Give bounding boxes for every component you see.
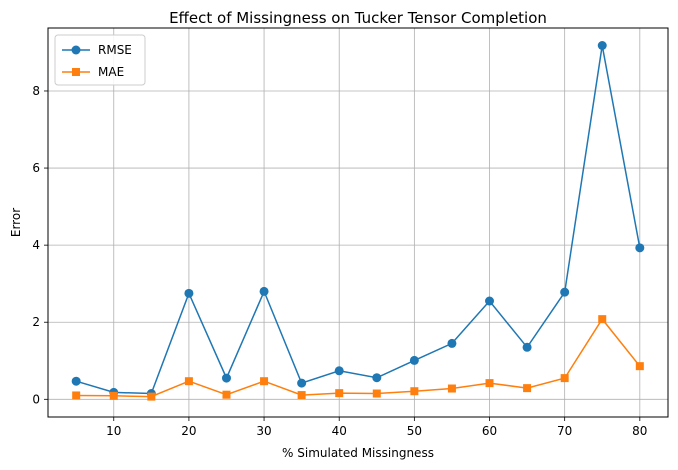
data-point-mae xyxy=(297,391,306,400)
data-point-mae xyxy=(410,387,419,396)
data-point-mae xyxy=(222,390,231,399)
data-point-rmse xyxy=(259,286,269,296)
data-point-rmse xyxy=(560,287,570,297)
y-tick-label: 6 xyxy=(32,161,40,175)
data-point-rmse xyxy=(447,338,457,348)
grid xyxy=(48,28,668,417)
data-point-rmse xyxy=(297,378,307,388)
y-tick-label: 4 xyxy=(32,238,40,252)
data-point-rmse xyxy=(334,366,344,376)
y-tick-label: 8 xyxy=(32,84,40,98)
data-point-mae xyxy=(523,384,532,393)
y-tick-label: 2 xyxy=(32,315,40,329)
series-line-mae xyxy=(76,317,641,398)
series-line-rmse xyxy=(75,45,641,395)
legend-marker-rmse xyxy=(71,45,81,55)
legend-label-mae: MAE xyxy=(98,65,124,79)
data-point-mae xyxy=(560,374,569,383)
x-tick-label: 80 xyxy=(632,424,647,438)
data-point-mae xyxy=(335,389,344,398)
legend: RMSE MAE xyxy=(54,34,146,86)
series-mae xyxy=(72,315,644,401)
data-point-mae xyxy=(109,391,118,400)
data-point-rmse xyxy=(409,355,419,365)
chart-title: Effect of Missingness on Tucker Tensor C… xyxy=(169,9,547,27)
data-point-mae xyxy=(72,391,81,400)
data-point-rmse xyxy=(635,243,645,253)
plot-frame xyxy=(47,27,669,418)
legend-marker-mae xyxy=(72,68,80,76)
data-point-rmse xyxy=(485,296,495,306)
series-rmse xyxy=(71,40,645,399)
data-point-rmse xyxy=(184,288,194,298)
x-axis-ticks: 10 20 30 40 50 60 70 80 xyxy=(106,417,647,438)
y-axis-ticks: 0 2 4 6 8 xyxy=(32,84,48,406)
x-axis-label: % Simulated Missingness xyxy=(282,446,434,460)
x-tick-label: 10 xyxy=(106,424,121,438)
data-point-mae xyxy=(598,315,607,324)
x-tick-label: 70 xyxy=(557,424,572,438)
data-point-rmse xyxy=(597,40,607,50)
x-tick-label: 20 xyxy=(181,424,196,438)
x-tick-label: 50 xyxy=(407,424,422,438)
data-point-rmse xyxy=(372,373,382,383)
data-point-mae xyxy=(372,389,381,398)
x-tick-label: 40 xyxy=(332,424,347,438)
data-point-mae xyxy=(260,377,269,386)
data-point-rmse xyxy=(221,373,231,383)
data-point-mae xyxy=(635,362,644,371)
data-point-mae xyxy=(184,377,193,386)
data-point-mae xyxy=(485,379,494,388)
data-point-rmse xyxy=(71,376,81,386)
series-layer xyxy=(71,40,645,401)
y-axis-label: Error xyxy=(9,208,23,237)
y-tick-label: 0 xyxy=(32,392,40,406)
x-tick-label: 30 xyxy=(256,424,271,438)
data-point-mae xyxy=(447,384,456,393)
legend-label-rmse: RMSE xyxy=(98,43,132,57)
x-tick-label: 60 xyxy=(482,424,497,438)
data-point-rmse xyxy=(522,342,532,352)
data-point-mae xyxy=(147,392,156,401)
